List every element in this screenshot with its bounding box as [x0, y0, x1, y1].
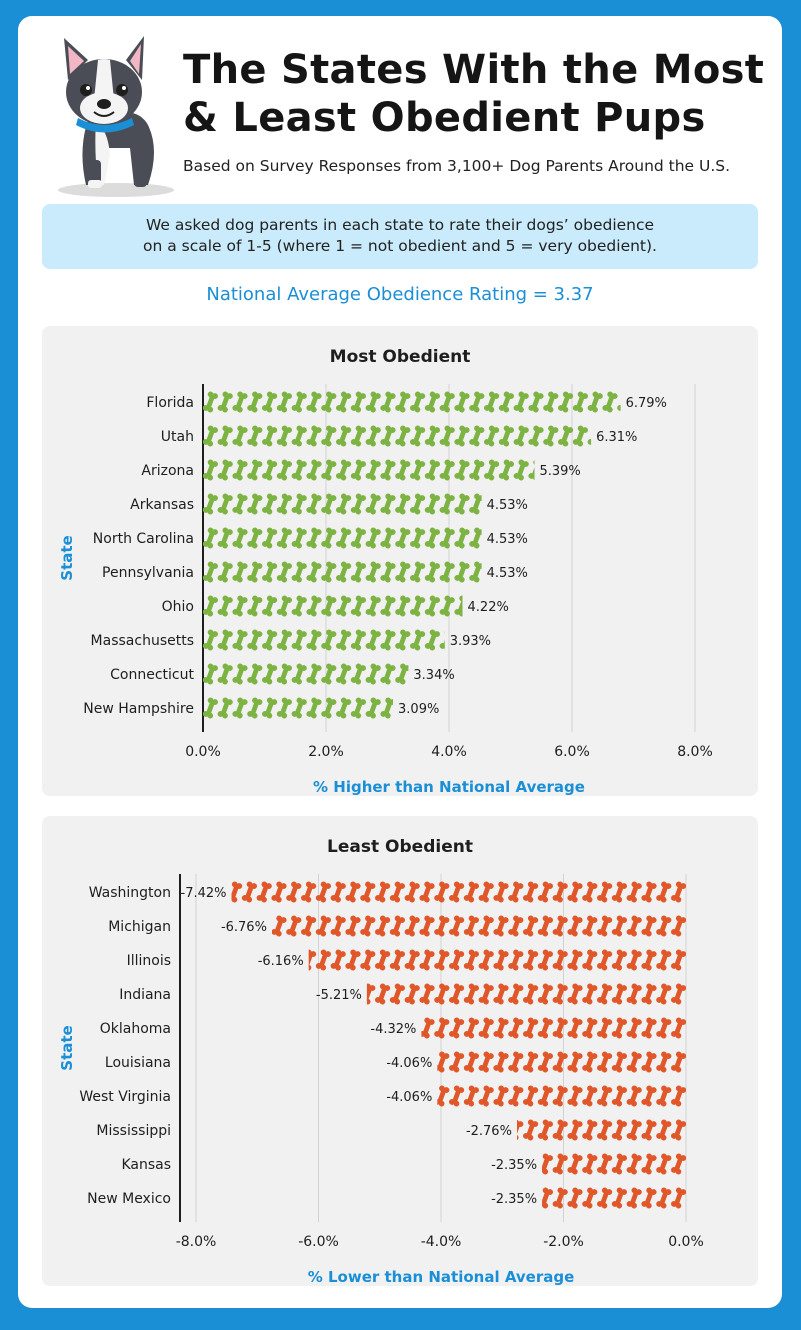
least-obedient-panel: Least Obedient -8.0% -6.0% -4.0% -2.0% 0.0% Wa… [42, 816, 758, 1286]
bar-florida [203, 391, 621, 413]
survey-note: We asked dog parents in each state to ra… [42, 204, 758, 269]
category-label: North Carolina [93, 531, 194, 547]
x-axis-title: % Higher than National Average [313, 778, 585, 796]
x-tick-label: -4.0% [421, 1234, 462, 1250]
data-label: 4.53% [487, 566, 528, 581]
bar-michigan [271, 915, 686, 937]
category-label: West Virginia [79, 1089, 171, 1105]
national-average: National Average Obedience Rating = 3.37 [206, 284, 594, 305]
bar-illinois [308, 949, 686, 971]
category-label: New Mexico [87, 1191, 171, 1207]
bar-kansas [542, 1153, 686, 1175]
category-label: Kansas [121, 1157, 171, 1173]
bar-massachusetts [203, 629, 445, 651]
most-obedient-panel: Most Obedient 0.0% 2.0% 4.0% 6.0% 8.0% Florida… [42, 326, 758, 796]
chart-title: Least Obedient [327, 837, 473, 857]
bar-ohio [203, 595, 463, 617]
data-label: -4.06% [386, 1090, 432, 1105]
category-label: Washington [89, 885, 171, 901]
bar-west-virginia [437, 1085, 687, 1107]
data-label: -2.35% [491, 1192, 537, 1207]
bar-washington [231, 881, 686, 903]
bar-oklahoma [421, 1017, 686, 1039]
infographic-card: The States With the Most & Least Obedien… [18, 16, 782, 1308]
chart-title: Most Obedient [330, 347, 471, 367]
x-tick-label: 0.0% [668, 1234, 704, 1250]
x-tick-label: -8.0% [176, 1234, 217, 1250]
boston-terrier-icon [58, 36, 174, 197]
data-label: -2.35% [491, 1158, 537, 1173]
y-axis-title: State [58, 1025, 76, 1070]
x-tick-label: 6.0% [554, 744, 590, 760]
category-label: Indiana [119, 987, 171, 1003]
data-label: -4.32% [370, 1022, 416, 1037]
bar-arkansas [203, 493, 482, 515]
data-label: 4.22% [468, 600, 509, 615]
bar-north-carolina [203, 527, 482, 549]
x-tick-label: -6.0% [298, 1234, 339, 1250]
bar-utah [203, 425, 592, 447]
bar-new-hampshire [203, 697, 394, 719]
x-tick-label: 0.0% [185, 744, 221, 760]
bar-arizona [203, 459, 535, 481]
bar-new-mexico [542, 1187, 686, 1209]
title-line-1: The States With the Most [183, 47, 765, 93]
most-obedient-chart: Most Obedient 0.0% 2.0% 4.0% 6.0% 8.0% Florida… [58, 347, 713, 796]
bar-indiana [366, 983, 686, 1005]
category-label: Arkansas [130, 497, 194, 513]
bar-mississippi [516, 1119, 687, 1141]
data-label: 3.34% [413, 668, 454, 683]
category-label: Massachusetts [91, 633, 194, 649]
data-label: -4.06% [386, 1056, 432, 1071]
category-label: Arizona [141, 463, 194, 479]
x-tick-label: 8.0% [677, 744, 713, 760]
data-label: 6.31% [596, 430, 637, 445]
data-label: -2.76% [466, 1124, 512, 1139]
category-label: Michigan [108, 919, 171, 935]
bar-pennsylvania [203, 561, 482, 583]
x-tick-label: 4.0% [431, 744, 467, 760]
category-label: Illinois [127, 953, 171, 969]
category-label: Pennsylvania [102, 565, 194, 581]
note-line-2: on a scale of 1-5 (where 1 = not obedien… [143, 237, 657, 255]
category-label: Ohio [162, 599, 194, 615]
category-label: Utah [161, 429, 194, 445]
least-obedient-chart: Least Obedient -8.0% -6.0% -4.0% -2.0% 0.0% Wa… [58, 837, 704, 1286]
category-label: New Hampshire [83, 701, 194, 717]
x-axis-title: % Lower than National Average [308, 1268, 575, 1286]
title-line-2: & Least Obedient Pups [183, 95, 706, 141]
category-label: Louisiana [105, 1055, 171, 1071]
data-label: -7.42% [181, 886, 227, 901]
page-title: The States With the Most & Least Obedien… [183, 46, 773, 142]
x-tick-label: 2.0% [308, 744, 344, 760]
data-label: -6.16% [258, 954, 304, 969]
category-label: Connecticut [110, 667, 194, 683]
bar-connecticut [203, 663, 409, 685]
data-label: 3.93% [450, 634, 491, 649]
data-label: -6.76% [221, 920, 267, 935]
data-label: 5.39% [539, 464, 580, 479]
bar-louisiana [437, 1051, 687, 1073]
data-label: 3.09% [398, 702, 439, 717]
y-axis-title: State [58, 535, 76, 580]
category-label: Mississippi [96, 1123, 171, 1139]
data-label: 6.79% [626, 396, 667, 411]
subtitle: Based on Survey Responses from 3,100+ Do… [183, 157, 731, 175]
x-tick-label: -2.0% [543, 1234, 584, 1250]
data-label: -5.21% [316, 988, 362, 1003]
category-label: Florida [146, 395, 194, 411]
data-label: 4.53% [487, 498, 528, 513]
data-label: 4.53% [487, 532, 528, 547]
category-label: Oklahoma [100, 1021, 171, 1037]
note-line-1: We asked dog parents in each state to ra… [145, 216, 655, 234]
